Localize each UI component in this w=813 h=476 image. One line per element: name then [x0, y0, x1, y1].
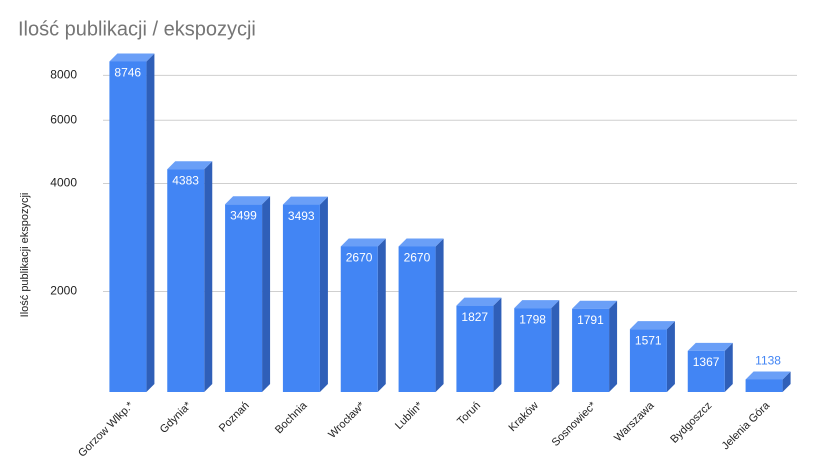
- bar-side: [146, 53, 155, 392]
- bar: [687, 342, 733, 392]
- x-tick-label: Lublin*: [393, 399, 426, 432]
- value-label: 2670: [346, 251, 373, 265]
- bar-side: [204, 161, 213, 392]
- bar-top: [282, 196, 328, 205]
- bar-front: [398, 246, 436, 392]
- x-tick-label: Toruń: [455, 400, 483, 428]
- bar-top: [225, 196, 271, 205]
- x-tick-label: Bydgoszcz: [668, 400, 714, 446]
- chart-title: Ilość publikacji / ekspozycji: [18, 18, 256, 40]
- value-label: 1827: [461, 310, 488, 324]
- bar-top: [167, 161, 213, 170]
- bar-top: [109, 53, 155, 62]
- value-label: 1791: [577, 313, 604, 327]
- x-tick-label: Warszawa: [612, 399, 657, 444]
- bar-front: [745, 379, 783, 392]
- value-label: 1138: [755, 354, 781, 368]
- bar: [629, 321, 675, 392]
- bar-side: [262, 196, 271, 392]
- bar-front: [629, 329, 667, 392]
- value-label: 8746: [114, 66, 141, 80]
- x-tick-label: Gdynia*: [158, 399, 195, 436]
- bar-front: [572, 308, 610, 392]
- bar-side: [319, 196, 328, 392]
- bar-side: [782, 371, 791, 392]
- bar: [456, 297, 502, 392]
- x-tick-label: Kraków: [506, 400, 540, 434]
- y-tick-label: 6000: [50, 112, 77, 126]
- bar: [572, 300, 618, 392]
- value-label: 1367: [693, 355, 720, 369]
- x-tick-label: Jelenia Góra: [720, 399, 773, 452]
- x-tick-label: Bochnia: [273, 399, 310, 436]
- bar-top: [687, 342, 733, 351]
- bar: [282, 196, 328, 392]
- bar-front: [456, 305, 494, 392]
- bar-front: [109, 61, 147, 392]
- x-tick-label: Gorzow Wlkp.*: [76, 399, 136, 459]
- value-label: 3499: [230, 208, 257, 222]
- y-tick-label: 8000: [50, 68, 77, 82]
- bar-side: [551, 300, 560, 392]
- value-label: 1571: [635, 333, 662, 347]
- bar: [109, 53, 155, 392]
- bar-front: [687, 350, 725, 392]
- bar: [340, 238, 386, 392]
- bar-top: [398, 238, 444, 247]
- bar-top: [456, 297, 502, 306]
- bar-front: [514, 308, 552, 392]
- bar-front: [167, 169, 205, 392]
- bar-side: [435, 238, 444, 392]
- bar: [398, 238, 444, 392]
- bar-side: [377, 238, 386, 392]
- value-label: 4383: [172, 173, 199, 187]
- value-label: 3493: [288, 209, 315, 223]
- bar-top: [745, 371, 791, 380]
- y-tick-label: 2000: [50, 284, 77, 298]
- bar-side: [666, 321, 675, 392]
- y-tick-label: 4000: [50, 176, 77, 190]
- bar: [745, 371, 791, 392]
- value-label: 1798: [519, 312, 546, 326]
- bar: [514, 300, 560, 392]
- bar-top: [514, 300, 560, 309]
- bar-side: [493, 297, 502, 392]
- bar-front: [340, 246, 378, 392]
- bar: [167, 161, 213, 392]
- y-axis-label: Ilość publikacji ekspozycji: [19, 193, 31, 318]
- bar-top: [572, 300, 618, 309]
- bar-top: [340, 238, 386, 247]
- bar: [225, 196, 271, 392]
- x-tick-label: Sosnowiec*: [550, 399, 600, 449]
- x-tick-label: Wrocław*: [326, 399, 368, 441]
- bar-front: [282, 204, 320, 392]
- bar-side: [724, 342, 733, 392]
- x-tick-label: Poznań: [217, 400, 252, 435]
- bar-top: [629, 321, 675, 330]
- bar-side: [609, 300, 618, 392]
- bar-front: [225, 204, 263, 392]
- value-label: 2670: [404, 251, 431, 265]
